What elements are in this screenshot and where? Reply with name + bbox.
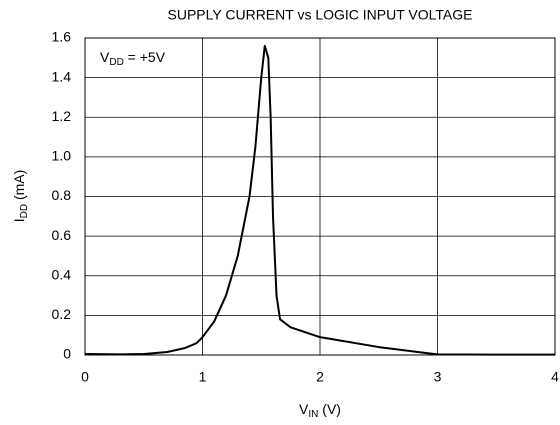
y-tick-label: 0.8: [52, 187, 72, 203]
plot-frame: [84, 37, 556, 356]
annotation: VDD = +5V: [100, 49, 166, 68]
y-tick-label: 0.2: [52, 306, 72, 322]
chart-title: SUPPLY CURRENT vs LOGIC INPUT VOLTAGE: [168, 7, 473, 23]
y-tick-label: 0: [63, 346, 71, 362]
y-tick-label: 0.4: [52, 266, 72, 282]
y-axis-label: IDD (mA): [11, 170, 30, 223]
x-axis-label: VIN (V): [299, 401, 341, 420]
x-tick-label: 3: [434, 369, 442, 385]
y-tick-label: 1.4: [52, 68, 72, 84]
y-tick-label: 1.0: [52, 148, 72, 164]
x-tick-label: 2: [316, 369, 324, 385]
x-tick-label: 4: [551, 369, 559, 385]
y-tick-label: 1.6: [52, 29, 72, 45]
x-tick-label: 0: [81, 369, 89, 385]
data-line: [84, 44, 555, 356]
y-tick-label: 0.6: [52, 227, 72, 243]
y-tick-label: 1.2: [52, 108, 72, 124]
x-tick-label: 1: [199, 369, 207, 385]
